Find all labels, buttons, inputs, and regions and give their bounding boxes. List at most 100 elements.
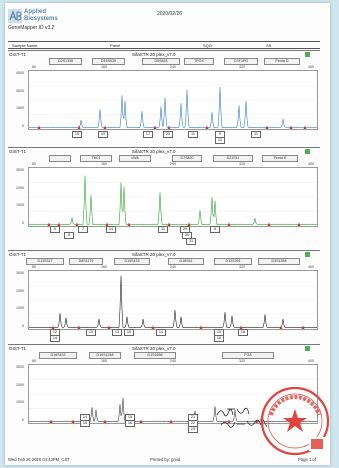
panel-kit-name: SifaSTR 20 plex_v7.0: [132, 252, 176, 257]
size-standard-peak: [301, 325, 305, 329]
allele-call-box: 11: [251, 131, 261, 138]
allele-call-box: 15: [72, 131, 82, 138]
locus-marker: D16S539: [92, 58, 125, 65]
size-standard-peak: [199, 325, 203, 329]
allele-call-box: 31: [186, 238, 196, 245]
rfu-axis-label: 3000: [16, 271, 24, 276]
brand-block: Applied Biosystems GeneMapper ID v3.2: [8, 9, 88, 33]
size-standard-peak: [103, 419, 107, 423]
column-ss: SS: [266, 42, 272, 48]
allele-call-box: 15: [80, 420, 90, 427]
size-standard-peak: [227, 222, 231, 226]
locus-marker: [49, 155, 71, 162]
size-standard-peak: [255, 419, 259, 423]
column-panel: Panel: [110, 42, 121, 48]
size-standard-peak: [265, 125, 269, 129]
size-standard-peak: [205, 125, 209, 129]
locus-marker: D19S433: [114, 258, 150, 265]
size-standard-peak: [75, 222, 79, 226]
trace-svg: [29, 175, 317, 226]
column-sample-name: Sample Name: [12, 42, 38, 48]
allele-call-box: 14: [50, 335, 60, 342]
size-scale-label: 80: [32, 264, 36, 269]
column-sqo: SQO: [203, 42, 212, 48]
size-scale-label: 240: [170, 264, 176, 269]
sample-header-row: Sample Name Panel SQO SS: [8, 41, 320, 49]
brand-name-line-2: Biosystems: [24, 16, 58, 22]
size-scale-label: 320: [239, 64, 245, 69]
size-scale-label: 400: [308, 64, 314, 69]
rfu-axis-label: 1000: [16, 306, 24, 311]
allele-call-box: 14: [106, 226, 116, 233]
size-standard-peak: [139, 419, 143, 423]
size-standard-peak: [57, 222, 61, 226]
allele-call-box: 10: [215, 137, 225, 144]
trace-svg: [29, 275, 317, 329]
size-standard-peak: [169, 419, 173, 423]
size-standard-peak: [151, 325, 155, 329]
locus-marker: FGA: [222, 352, 274, 359]
size-scale-label: 160: [101, 264, 107, 269]
size-scale-label: 80: [32, 161, 36, 166]
locus-marker: D7S820: [172, 155, 202, 162]
locus-marker: D8S1179: [69, 258, 103, 265]
size-scale-label: 80: [32, 64, 36, 69]
allele-call-box: 15: [86, 329, 96, 336]
rfu-axis-label: 2000: [16, 382, 24, 387]
size-scale-label: 320: [239, 264, 245, 269]
allele-call-box: 9: [64, 232, 74, 239]
panel-kit-name: SifaSTR 20 plex_v7.0: [132, 149, 176, 154]
size-standard-peak: [153, 125, 157, 129]
panel-sample-label: GIST-T1: [9, 149, 27, 154]
locus-marker: D10S1248: [89, 352, 121, 359]
allele-call-box: 11: [158, 226, 168, 233]
locus-marker: Penta D: [264, 58, 300, 65]
signal-trace: [29, 86, 317, 129]
electropherogram-panel: GIST-T1 SifaSTR 20 plex_v7.0 D13S317 D8S117…: [8, 250, 320, 342]
trace-svg: [29, 379, 317, 423]
size-scale-label: 80: [32, 358, 36, 363]
trace-plot: [28, 167, 318, 227]
electropherogram-panel: GIST-T1 SifaSTR 20 plex_v7.0 D2S1338 D16S53…: [8, 50, 320, 144]
handwritten-signature: [216, 407, 268, 428]
printed-by: Printed by: gmid: [150, 457, 181, 462]
size-standard-peak: [51, 325, 55, 329]
panel-sample-label: GIST-T1: [9, 346, 27, 351]
rfu-axis-label: 3000: [16, 365, 24, 370]
status-indicator: [305, 149, 310, 154]
rfu-axis-label: 4500: [16, 71, 24, 76]
size-scale-label: 400: [308, 358, 314, 363]
size-scale-label: 400: [308, 161, 314, 166]
size-scale-label: 240: [170, 358, 176, 363]
locus-marker: D13S317: [26, 258, 64, 265]
report-page: Applied Biosystems GeneMapper ID v3.2 20…: [5, 3, 330, 465]
allele-call-box: 17: [143, 131, 153, 138]
size-scale-label: 320: [239, 358, 245, 363]
size-standard-peak: [167, 125, 171, 129]
rfu-axis-label: 1000: [16, 400, 24, 405]
brand-name-line-1: Applied: [24, 9, 46, 15]
size-standard-peak: [107, 325, 111, 329]
allele-call-box: 16: [125, 420, 135, 427]
size-standard-peak: [303, 125, 307, 129]
status-indicator: [305, 346, 310, 351]
trace-svg: [29, 85, 317, 129]
allele-call-box: 18: [238, 329, 248, 336]
signal-trace: [29, 175, 317, 226]
size-standard-peak: [49, 419, 53, 423]
software-version: GeneMapper ID v3.2: [8, 25, 55, 31]
panel-sample-label: GIST-T1: [9, 52, 27, 57]
panel-sample-label: GIST-T1: [9, 252, 27, 257]
allele-call-box: 7: [78, 226, 88, 233]
size-standard-peak: [103, 125, 107, 129]
allele-call-box: 5: [210, 226, 220, 233]
size-scale-label: 400: [308, 264, 314, 269]
rfu-axis-label: 0: [22, 221, 24, 226]
panel-kit-name: SifaSTR 20 plex_v7.0: [132, 52, 176, 57]
locus-marker: D16S433: [39, 352, 77, 359]
locus-marker: D5S818: [142, 58, 180, 65]
locus-marker: TPOX: [184, 58, 214, 65]
trace-plot: [28, 70, 318, 130]
page-footer: Wed Feb 26 2020 04:43PM, CST Printed by:…: [8, 457, 326, 463]
rfu-axis-label: 3000: [16, 88, 24, 93]
